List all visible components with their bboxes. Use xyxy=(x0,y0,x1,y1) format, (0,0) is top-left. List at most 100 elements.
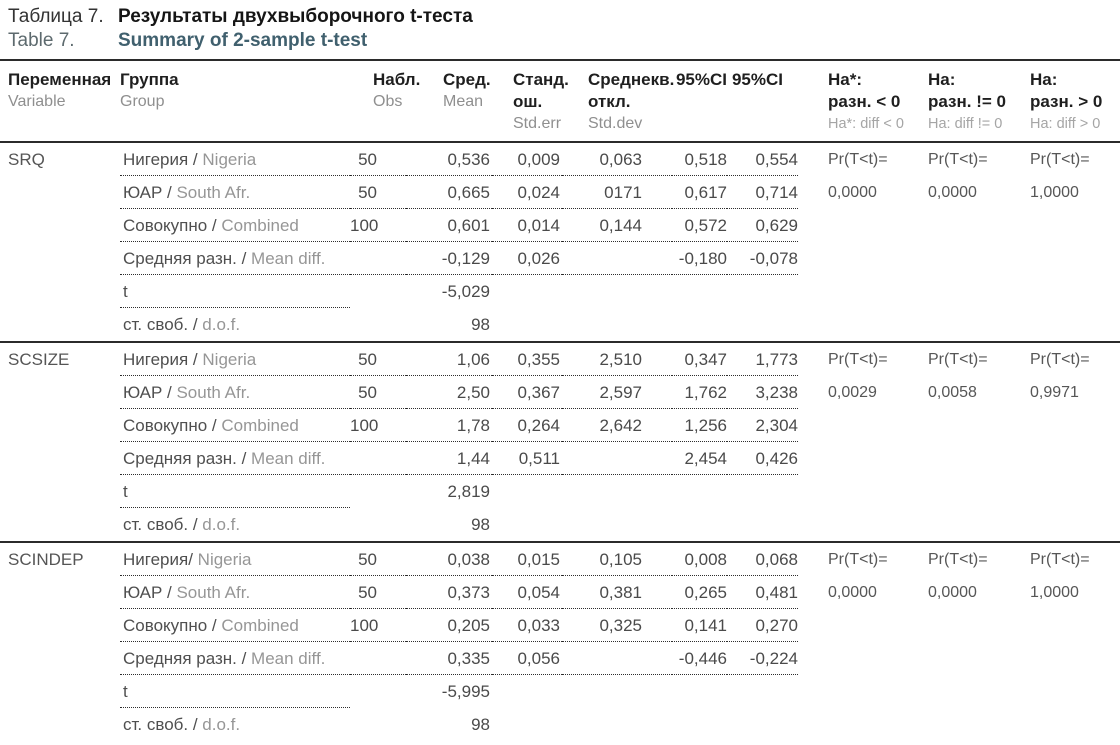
ci-low-value: 0,572 xyxy=(672,209,727,242)
group-label-ru: ст. своб. / xyxy=(123,315,198,334)
ci-low-value: 0,518 xyxy=(672,143,727,176)
group-label-ru: Совокупно / xyxy=(123,216,217,235)
pr-label: Pr(T<t)= xyxy=(828,151,888,168)
obs-value: 100 xyxy=(350,409,406,442)
group-label-en: South Afr. xyxy=(171,183,251,202)
group-label: ст. своб. / d.o.f. xyxy=(120,708,350,741)
pr-label: Pr(T<t)= xyxy=(1030,551,1090,568)
ci-low-value: 0,141 xyxy=(672,609,727,642)
col-header-ha-noteq: Ha: разн. != 0 Ha: diff != 0 xyxy=(928,69,1030,135)
pr-cell: Pr(T<t)= 0,0000 xyxy=(928,143,1030,341)
group-label-ru: t xyxy=(123,482,128,501)
ci-high-value: 0,554 xyxy=(727,143,798,176)
caption-label-ru: Таблица 7. xyxy=(8,6,104,27)
stderr-value: 0,264 xyxy=(492,409,562,442)
ci-low-value: 0,008 xyxy=(672,543,727,576)
pr-value: 0,0000 xyxy=(828,584,877,601)
col-header-stddev: Среднекв. откл. Std.dev xyxy=(562,69,675,135)
stderr-value xyxy=(492,308,562,341)
ci-low-value xyxy=(672,708,727,741)
ci-low-value xyxy=(672,475,727,508)
col-header-obs: Набл. Obs xyxy=(350,69,420,135)
group-label: Совокупно / Combined xyxy=(120,209,350,242)
group-label-ru: Совокупно / xyxy=(123,616,217,635)
group-label-en: Combined xyxy=(216,616,299,635)
obs-value xyxy=(350,508,406,541)
group-label-ru: Нигерия / xyxy=(123,350,198,369)
ci-high-value: 0,714 xyxy=(727,176,798,209)
table-block-scindep: SCINDEP Нигерия/ Nigeria 50 0,038 0,015 0,105… xyxy=(0,543,1120,741)
caption-line-en: Table 7. Summary of 2-sample t-test xyxy=(8,29,1120,53)
group-label-ru: t xyxy=(123,682,128,701)
ci-high-value xyxy=(727,475,798,508)
ci-low-value: 0,265 xyxy=(672,576,727,609)
obs-value: 50 xyxy=(350,143,406,176)
ci-low-value: 0,347 xyxy=(672,343,727,376)
group-label-en: Nigeria xyxy=(197,350,257,369)
ci-high-value xyxy=(727,675,798,708)
group-label-en: Mean diff. xyxy=(246,449,326,468)
pr-label: Pr(T<t)= xyxy=(928,151,988,168)
group-label: t xyxy=(120,275,350,308)
mean-value: 2,50 xyxy=(406,376,492,409)
ci-low-value xyxy=(672,275,727,308)
ci-high-value: 0,629 xyxy=(727,209,798,242)
mean-value: 0,373 xyxy=(406,576,492,609)
caption-label-en: Table 7. xyxy=(8,30,75,51)
group-label-ru: Нигерия / xyxy=(123,150,198,169)
group-label-en: Mean diff. xyxy=(246,249,326,268)
ci-low-value xyxy=(672,308,727,341)
col-header-ci-low-ru: 95%CI xyxy=(675,70,727,89)
pr-label: Pr(T<t)= xyxy=(928,551,988,568)
col-header-obs-en: Obs xyxy=(373,93,403,110)
group-label-ru: ЮАР / xyxy=(123,583,172,602)
pr-label: Pr(T<t)= xyxy=(928,351,988,368)
mean-value: 0,601 xyxy=(406,209,492,242)
col-header-ha-less-en: Ha*: diff < 0 xyxy=(828,116,904,132)
pr-value: 0,0058 xyxy=(928,384,977,401)
ci-high-value: 0,481 xyxy=(727,576,798,609)
pr-value: 0,9971 xyxy=(1030,384,1079,401)
col-header-ha-noteq-ru: Ha: разн. != 0 xyxy=(928,70,1006,111)
ci-high-value: 3,238 xyxy=(727,376,798,409)
group-label-en: Combined xyxy=(216,416,299,435)
group-label: Совокупно / Combined xyxy=(120,609,350,642)
pr-value: 0,0000 xyxy=(828,184,877,201)
stderr-value xyxy=(492,475,562,508)
ci-low-value: 0,617 xyxy=(672,176,727,209)
stderr-value: 0,026 xyxy=(492,242,562,275)
stddev-value: 0,063 xyxy=(562,143,672,176)
col-header-ci-low: 95%CI xyxy=(672,69,727,135)
group-label-ru: Нигерия/ xyxy=(123,550,193,569)
pr-cell: Pr(T<t)= 0,0058 xyxy=(928,343,1030,541)
col-header-ha-less-ru: Ha*: разн. < 0 xyxy=(828,70,901,111)
stddev-value: 0,381 xyxy=(562,576,672,609)
stderr-value: 0,009 xyxy=(492,143,562,176)
ci-high-value: 1,773 xyxy=(727,343,798,376)
mean-value: 98 xyxy=(471,715,490,734)
col-header-variable-ru: Переменная xyxy=(8,70,112,89)
stderr-value: 0,367 xyxy=(492,376,562,409)
group-label-ru: ст. своб. / xyxy=(123,715,198,734)
group-label-ru: ст. своб. / xyxy=(123,515,198,534)
stderr-value: 0,355 xyxy=(492,343,562,376)
stddev-value xyxy=(562,275,672,308)
obs-value: 50 xyxy=(350,343,406,376)
col-header-mean: Сред. Mean xyxy=(406,69,492,135)
ci-high-value xyxy=(727,275,798,308)
obs-value: 50 xyxy=(350,376,406,409)
stddev-value xyxy=(562,475,672,508)
col-header-stderr-en: Std.err xyxy=(513,115,562,132)
group-label: Нигерия / Nigeria xyxy=(120,343,350,376)
obs-value xyxy=(350,475,406,508)
col-header-stddev-ru: Среднекв. откл. xyxy=(588,70,675,111)
pr-label: Pr(T<t)= xyxy=(1030,351,1090,368)
stddev-value: 2,642 xyxy=(562,409,672,442)
obs-value xyxy=(350,308,406,341)
stderr-value: 0,024 xyxy=(492,176,562,209)
pr-value: 0,0000 xyxy=(928,184,977,201)
variable-name: SRQ xyxy=(8,150,45,169)
col-header-variable-en: Variable xyxy=(8,93,66,110)
ci-low-value: 1,256 xyxy=(672,409,727,442)
obs-value xyxy=(350,275,406,308)
